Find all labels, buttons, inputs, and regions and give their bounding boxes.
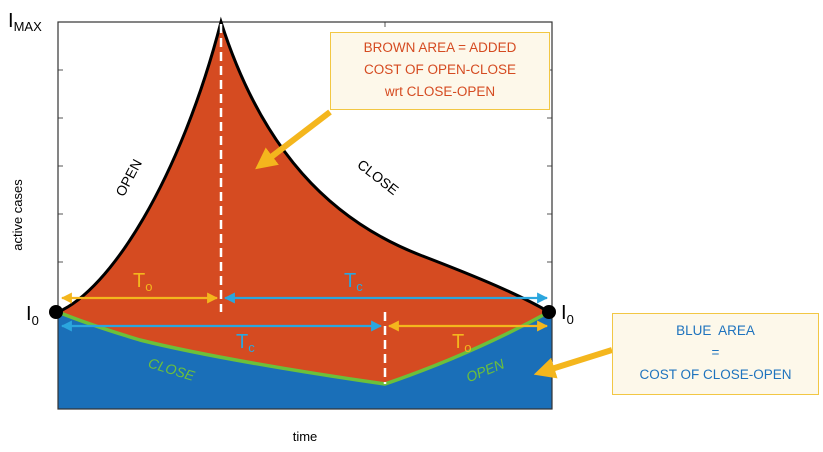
blue-annotation-line3: COST OF CLOSE-OPEN: [639, 367, 792, 382]
open-close-curve: [57, 16, 550, 314]
brown-annotation-line1: BROWN AREA = ADDED: [363, 40, 517, 55]
plot-border: [57, 21, 553, 410]
i0-left-label: I0: [26, 303, 39, 328]
blue-annotation-line1: BLUE AREA: [676, 323, 755, 338]
brown-annotation-line2: COST OF OPEN-CLOSE: [363, 62, 517, 77]
x-axis-label: time: [293, 429, 318, 444]
brown-pointer-arrow: [255, 109, 332, 170]
to-lower-label: To: [452, 331, 471, 355]
i-max-label: IMAX: [8, 10, 42, 34]
end-point: [542, 305, 556, 319]
i0-right-label: I0: [561, 302, 574, 327]
blue-area: [58, 312, 552, 409]
brown-area-annotation: BROWN AREA = ADDED COST OF OPEN-CLOSE wr…: [330, 32, 550, 110]
blue-annotation-line2: =: [711, 345, 720, 360]
brown-annotation-line3: wrt CLOSE-OPEN: [384, 84, 496, 99]
tc-lower-label: Tc: [236, 331, 255, 355]
blue-area-annotation: BLUE AREA = COST OF CLOSE-OPEN: [612, 313, 819, 395]
tc-upper-label: Tc: [344, 270, 363, 294]
start-point: [49, 305, 63, 319]
to-upper-label: To: [133, 270, 152, 294]
y-axis-label: active cases: [10, 179, 25, 251]
blue-pointer-arrow: [533, 347, 613, 379]
